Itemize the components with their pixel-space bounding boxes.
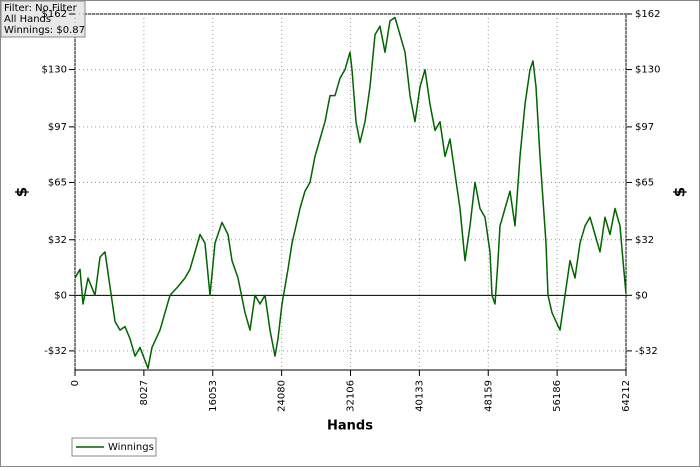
y-tick-label: $0: [54, 290, 67, 301]
y2-tick-label: $0: [635, 290, 648, 301]
x-axis-title: Hands: [327, 419, 373, 434]
x-tick-label: 40133: [414, 380, 425, 412]
y2-tick-label: $130: [635, 65, 660, 76]
x-tick-label: 16053: [208, 380, 219, 412]
legend-label: Winnings: [108, 442, 154, 453]
info-line: Filter: No Filter: [4, 3, 78, 14]
info-box: [0, 0, 86, 38]
x-tick-label: 8027: [139, 380, 150, 405]
info-line: Winnings: $0.87: [4, 25, 85, 36]
y-tick-label: $97: [48, 122, 67, 133]
x-tick-label: 24080: [277, 380, 288, 412]
y2-tick-label: -$32: [635, 346, 658, 357]
y2-tick-label: $32: [635, 235, 654, 246]
y-tick-label: -$32: [44, 346, 67, 357]
y-tick-label: $130: [42, 65, 67, 76]
legend: [71, 437, 157, 457]
info-line: All Hands: [4, 14, 51, 25]
x-tick-label: 64212: [621, 380, 632, 412]
x-tick-label: 0: [70, 380, 81, 386]
plot-area: [74, 13, 627, 371]
y2-axis-title: $: [671, 187, 689, 197]
y2-tick-label: $97: [635, 122, 654, 133]
y-axis-title: $: [13, 187, 31, 197]
y2-tick-label: $65: [635, 177, 654, 188]
x-tick-label: 32106: [346, 380, 357, 412]
y-tick-label: $162: [42, 9, 67, 20]
y2-tick-label: $162: [635, 9, 660, 20]
y-tick-label: $65: [48, 177, 67, 188]
x-tick-label: 56186: [552, 380, 563, 412]
series-line: [74, 16, 627, 370]
y-tick-label: $32: [48, 235, 67, 246]
x-tick-label: 48159: [483, 380, 494, 412]
